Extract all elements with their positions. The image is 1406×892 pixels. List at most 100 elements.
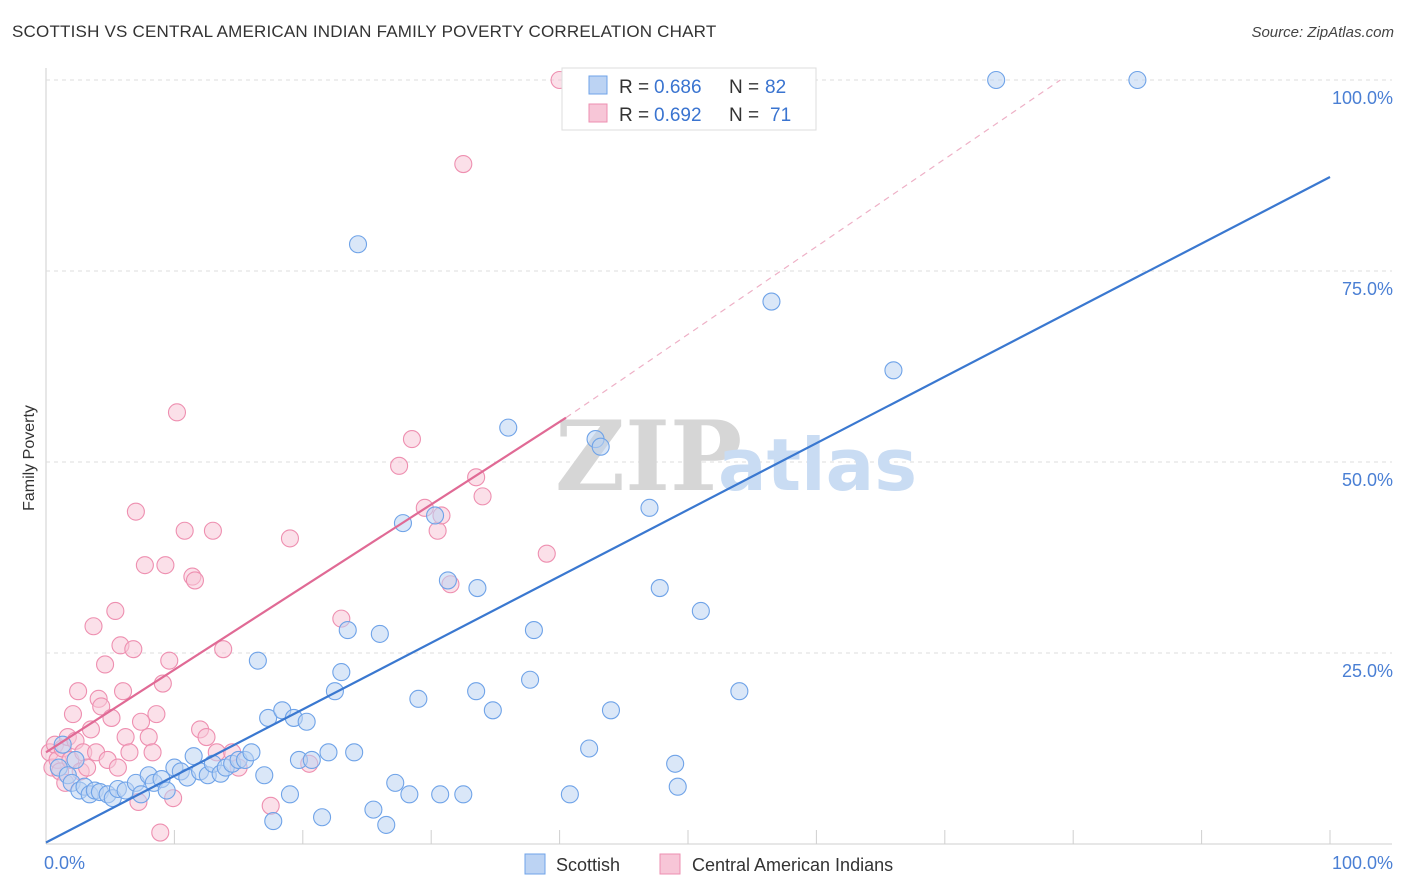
y-tick-label: 75.0% bbox=[1342, 279, 1393, 299]
legend-r-label-central-american-indians: R = bbox=[619, 105, 649, 126]
legend-n-value-scottish: 82 bbox=[765, 77, 786, 98]
scottish-point bbox=[377, 815, 396, 834]
legend-swatch-central-american-indians bbox=[588, 103, 608, 123]
series-scottish bbox=[49, 70, 1147, 834]
central-american-indians-point bbox=[160, 651, 179, 670]
chart-title: SCOTTISH VS CENTRAL AMERICAN INDIAN FAMI… bbox=[12, 22, 717, 41]
central-american-indians-point bbox=[113, 682, 133, 701]
scottish-point bbox=[302, 750, 321, 770]
legend-r-value-central-american-indians: 0.692 bbox=[654, 105, 702, 126]
scottish-point bbox=[668, 777, 687, 796]
scottish-point bbox=[53, 735, 72, 754]
scottish-point bbox=[313, 808, 332, 827]
bottom-legend: Scottish Central American Indians bbox=[524, 853, 893, 875]
legend-n-label-scottish: N = bbox=[729, 77, 759, 98]
scottish-point bbox=[601, 701, 621, 720]
scottish-point bbox=[409, 689, 428, 708]
scottish-point bbox=[1128, 70, 1147, 90]
central-american-indians-point bbox=[131, 712, 151, 731]
scottish-point bbox=[248, 651, 267, 670]
top-legend: R = 0.686 N = 82 R = 0.692 N = 71 bbox=[561, 67, 817, 131]
central-american-indians-point bbox=[102, 708, 121, 727]
y-tick-label: 25.0% bbox=[1342, 661, 1393, 681]
x-tick-label: 0.0% bbox=[44, 853, 85, 873]
legend-n-value-central-american-indians: 71 bbox=[770, 105, 791, 126]
scottish-point bbox=[691, 601, 710, 621]
central-american-indians-point bbox=[151, 823, 170, 842]
central-american-indians-point bbox=[84, 617, 103, 636]
scottish-point bbox=[884, 361, 903, 380]
central-american-indians-point bbox=[69, 682, 88, 701]
scottish-point bbox=[264, 812, 283, 831]
scottish-point bbox=[454, 785, 473, 804]
central-american-indians-trend-line bbox=[45, 416, 567, 754]
legend-swatch-scottish bbox=[588, 75, 608, 95]
scottish-point bbox=[319, 743, 338, 762]
scottish-point bbox=[66, 750, 85, 770]
scottish-point bbox=[666, 754, 685, 773]
central-american-indians-point bbox=[96, 655, 115, 674]
central-american-indians-point bbox=[126, 502, 145, 521]
central-american-indians-point bbox=[175, 521, 194, 540]
scottish-point bbox=[591, 437, 610, 456]
legend-n-label-central-american-indians: N = bbox=[729, 105, 759, 126]
watermark-atlas: atlas bbox=[718, 423, 917, 507]
scottish-point bbox=[650, 579, 669, 598]
x-tick-label: 100.0% bbox=[1332, 853, 1393, 873]
scottish-point bbox=[280, 785, 300, 804]
central-american-indians-point bbox=[185, 571, 204, 590]
legend-r-value-scottish: 0.686 bbox=[654, 77, 702, 98]
scottish-point bbox=[157, 781, 176, 800]
scottish-point bbox=[431, 785, 450, 804]
central-american-indians-point bbox=[156, 556, 175, 575]
scottish-point bbox=[348, 235, 368, 254]
central-american-indians-point bbox=[108, 758, 127, 777]
scottish-point bbox=[438, 571, 457, 590]
scottish-point bbox=[524, 621, 543, 640]
scottish-point bbox=[338, 621, 357, 640]
central-american-indians-trend-extension bbox=[565, 79, 1061, 419]
central-american-indians-point bbox=[402, 430, 421, 449]
bottom-legend-label-central-american-indians: Central American Indians bbox=[692, 855, 893, 875]
central-american-indians-point bbox=[428, 521, 447, 540]
watermark: ZIP atlas bbox=[555, 400, 917, 513]
bottom-legend-swatch-scottish bbox=[524, 853, 546, 875]
scottish-point bbox=[242, 743, 261, 762]
legend-r-label-scottish: R = bbox=[619, 77, 649, 98]
scottish-point bbox=[560, 785, 579, 804]
central-american-indians-point bbox=[390, 456, 409, 475]
bottom-legend-label-scottish: Scottish bbox=[556, 855, 620, 875]
series-central-american-indians bbox=[40, 70, 569, 842]
scottish-point bbox=[184, 747, 203, 766]
central-american-indians-point bbox=[473, 487, 492, 506]
scottish-point bbox=[640, 498, 659, 517]
central-american-indians-point bbox=[280, 529, 300, 548]
bottom-legend-swatch-central-american-indians bbox=[659, 853, 681, 875]
central-american-indians-point bbox=[454, 154, 473, 174]
scottish-point bbox=[386, 773, 405, 792]
scottish-point bbox=[730, 682, 749, 701]
central-american-indians-point bbox=[261, 796, 280, 815]
scottish-point bbox=[325, 682, 344, 701]
central-american-indians-point bbox=[135, 556, 154, 575]
scottish-point bbox=[468, 579, 487, 598]
scottish-point bbox=[345, 743, 364, 762]
scottish-point bbox=[364, 800, 383, 819]
central-american-indians-point bbox=[214, 640, 233, 659]
scottish-trend-line bbox=[45, 176, 1331, 844]
central-american-indians-point bbox=[537, 544, 556, 563]
scottish-point bbox=[400, 785, 419, 804]
y-axis-label: Family Poverty bbox=[21, 405, 38, 511]
trend-lines bbox=[45, 79, 1331, 844]
scottish-point bbox=[580, 739, 599, 758]
central-american-indians-point bbox=[197, 727, 216, 747]
scottish-point bbox=[521, 670, 540, 689]
scottish-point bbox=[297, 712, 316, 731]
scottish-point bbox=[762, 292, 781, 311]
source-label: Source: ZipAtlas.com bbox=[1251, 24, 1394, 41]
central-american-indians-point bbox=[203, 521, 222, 540]
central-american-indians-point bbox=[124, 640, 143, 659]
central-american-indians-point bbox=[106, 601, 125, 621]
x-tick-labels: 0.0% 100.0% bbox=[44, 853, 1393, 873]
